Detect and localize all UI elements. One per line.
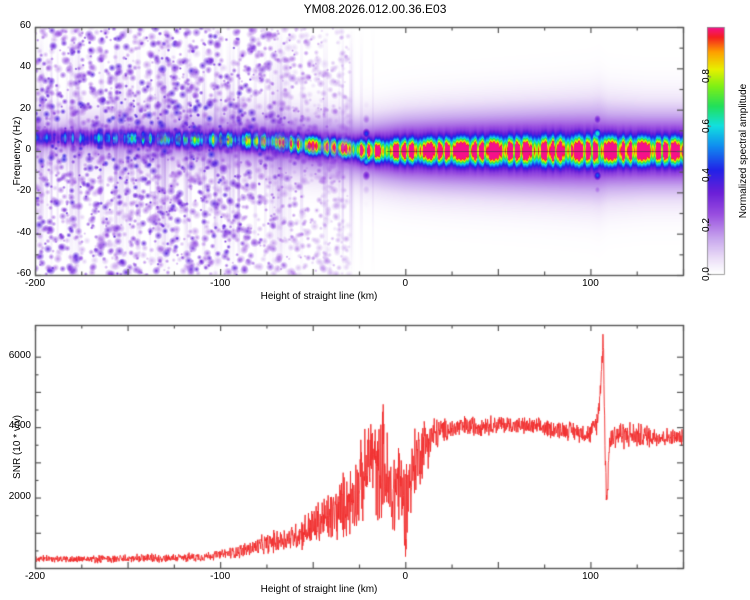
spectrogram-ytick-0: 0 [25,144,31,155]
snr-xtick-0: 0 [402,571,409,582]
colorbar-label: Normalized spectral amplitude [738,83,749,218]
colorbar-tick-0: 0.0 [701,267,712,281]
spectrogram-ytick--60: -60 [16,268,31,279]
spectrogram-ytick-20: 20 [19,102,31,114]
spectrogram-ylabel: Frequency (Hz) [12,116,23,186]
spectrogram-xtick-0: 0 [402,278,409,289]
snr-ytick-4000: 4000 [8,420,31,432]
snr-ylabel: SNR (10 * v/v) [12,414,23,479]
colorbar-tick-2: 0.4 [701,168,712,183]
colorbar-tick-1: 0.2 [701,217,712,232]
colorbar-tick-4: 0.8 [701,69,712,84]
spectrogram-xtick-100: 100 [582,278,599,289]
spectrogram-ytick-40: 40 [19,61,31,73]
snr-xtick--100: -100 [210,571,231,582]
spectrogram-xtick--200: -200 [24,278,46,289]
snr-ytick-6000: 6000 [8,349,31,361]
snr-ytick-2000: 2000 [8,490,31,502]
snr-xtick-100: 100 [582,571,599,582]
spectrogram-xtick--100: -100 [210,278,231,289]
spectrogram-ytick-60: 60 [19,20,31,31]
spectrogram-ytick--40: -40 [16,226,31,238]
snr-xlabel: Height of straight line (km) [260,584,378,595]
snr-xtick--200: -200 [24,571,46,582]
colorbar-tick-3: 0.6 [701,118,712,133]
spectrogram-xlabel: Height of straight line (km) [260,291,378,302]
spectrogram-ytick--20: -20 [16,185,31,197]
